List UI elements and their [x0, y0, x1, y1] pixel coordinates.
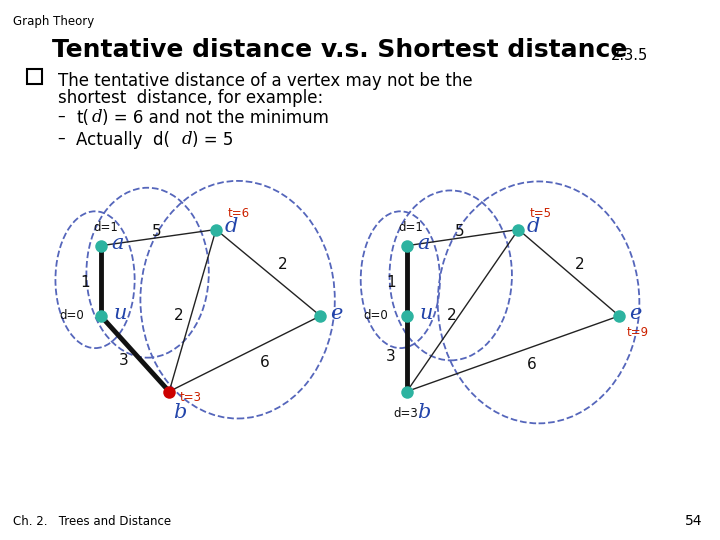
Text: t=5: t=5 — [530, 207, 552, 220]
Text: d: d — [225, 217, 238, 236]
Text: e: e — [330, 304, 343, 323]
Text: –: – — [58, 131, 66, 146]
Text: 5: 5 — [454, 224, 464, 239]
Text: 6: 6 — [260, 355, 270, 370]
Text: d=0: d=0 — [364, 309, 388, 322]
Text: 2: 2 — [575, 257, 585, 272]
Text: Tentative distance v.s. Shortest distance: Tentative distance v.s. Shortest distanc… — [52, 38, 627, 62]
Text: 2.3.5: 2.3.5 — [611, 48, 648, 63]
Text: 54: 54 — [685, 514, 702, 528]
Text: 2: 2 — [174, 308, 184, 323]
Text: b: b — [174, 402, 187, 422]
Text: 6: 6 — [526, 357, 536, 372]
Text: a: a — [417, 234, 429, 253]
Text: d=1: d=1 — [94, 221, 119, 234]
Text: t(: t( — [76, 109, 89, 127]
Text: shortest  distance, for example:: shortest distance, for example: — [58, 89, 323, 106]
Text: t=6: t=6 — [228, 207, 250, 220]
Text: d: d — [527, 217, 541, 236]
Text: 2: 2 — [277, 257, 287, 272]
Text: d: d — [181, 131, 192, 147]
Text: b: b — [417, 402, 431, 422]
Text: Ch. 2.   Trees and Distance: Ch. 2. Trees and Distance — [13, 515, 171, 528]
Text: ) = 5: ) = 5 — [192, 131, 233, 149]
Text: 5: 5 — [152, 224, 162, 239]
Text: u: u — [420, 304, 433, 323]
Bar — [27, 69, 42, 84]
Text: 3: 3 — [386, 349, 396, 364]
Text: u: u — [114, 304, 127, 323]
Text: Actually  d(: Actually d( — [76, 131, 170, 149]
Text: e: e — [629, 304, 642, 323]
Text: d: d — [92, 109, 103, 126]
Text: t=9: t=9 — [626, 326, 649, 339]
Text: The tentative distance of a vertex may not be the: The tentative distance of a vertex may n… — [58, 72, 472, 90]
Text: 1: 1 — [80, 275, 90, 290]
Text: 2: 2 — [447, 308, 457, 323]
Text: 1: 1 — [386, 275, 396, 290]
Text: t=3: t=3 — [179, 392, 202, 404]
Text: Graph Theory: Graph Theory — [13, 15, 94, 28]
Text: d=3: d=3 — [394, 407, 418, 420]
Text: d=0: d=0 — [59, 309, 84, 322]
Text: 3: 3 — [119, 353, 129, 368]
Text: –: – — [58, 109, 66, 124]
Text: a: a — [111, 234, 123, 253]
Text: d=1: d=1 — [398, 221, 423, 234]
Text: ) = 6 and not the minimum: ) = 6 and not the minimum — [102, 109, 329, 127]
